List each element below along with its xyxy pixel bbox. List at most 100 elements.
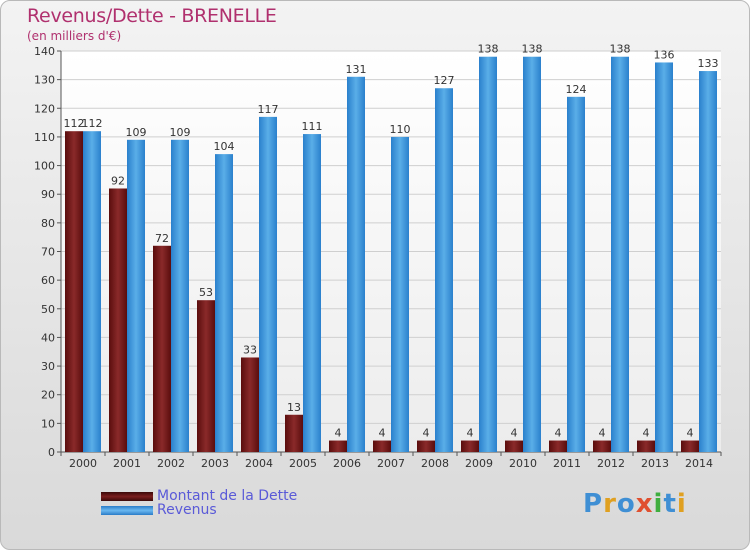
bar-revenus	[435, 88, 453, 452]
bar-revenus	[215, 154, 233, 452]
bar-revenus	[83, 131, 101, 452]
x-tick-label: 2003	[201, 457, 229, 470]
data-label-dette: 13	[287, 401, 301, 414]
data-label-dette: 4	[643, 427, 650, 440]
bar-revenus	[347, 76, 365, 453]
legend-swatch-revenus	[101, 505, 153, 515]
data-label-dette: 4	[555, 427, 562, 440]
bar-revenus	[523, 56, 541, 452]
bar-dette	[549, 440, 567, 452]
data-label-revenus: 112	[82, 117, 103, 130]
bar-revenus	[699, 71, 717, 453]
legend-swatch-dette	[101, 491, 153, 501]
x-tick-label: 2000	[69, 457, 97, 470]
data-label-revenus: 104	[214, 140, 235, 153]
bar-dette	[637, 440, 655, 452]
bar-revenus	[303, 134, 321, 453]
y-tick-label: 10	[41, 417, 55, 430]
y-tick-label: 110	[34, 131, 55, 144]
bar-revenus	[655, 62, 673, 452]
x-tick-label: 2011	[553, 457, 581, 470]
y-tick-label: 140	[34, 45, 55, 58]
data-label-dette: 4	[687, 427, 694, 440]
bar-dette	[373, 440, 391, 452]
x-tick-label: 2007	[377, 457, 405, 470]
bar-dette	[197, 300, 215, 452]
bar-dette	[109, 188, 127, 452]
proxiti-logo: Proxiti	[583, 489, 687, 519]
bar-dette	[285, 414, 303, 452]
bar-revenus	[479, 56, 497, 452]
data-label-revenus: 138	[610, 43, 631, 56]
data-label-revenus: 124	[566, 83, 587, 96]
data-label-revenus: 110	[390, 123, 411, 136]
x-tick-label: 2001	[113, 457, 141, 470]
bar-dette	[241, 357, 259, 452]
y-tick-label: 30	[41, 360, 55, 373]
bar-dette	[505, 440, 523, 452]
bar-dette	[461, 440, 479, 452]
y-tick-label: 40	[41, 331, 55, 344]
bar-revenus	[127, 139, 145, 453]
data-label-dette: 72	[155, 232, 169, 245]
y-tick-label: 80	[41, 217, 55, 230]
data-label-dette: 4	[335, 427, 342, 440]
bar-revenus	[391, 136, 409, 452]
y-tick-label: 120	[34, 102, 55, 115]
data-label-dette: 4	[599, 427, 606, 440]
x-tick-label: 2008	[421, 457, 449, 470]
data-label-dette: 33	[243, 343, 257, 356]
bar-dette	[593, 440, 611, 452]
x-tick-label: 2010	[509, 457, 537, 470]
bar-dette	[681, 440, 699, 452]
data-label-revenus: 109	[170, 126, 191, 139]
bar-dette	[329, 440, 347, 452]
bar-revenus	[259, 116, 277, 452]
x-tick-label: 2014	[685, 457, 713, 470]
x-tick-label: 2002	[157, 457, 185, 470]
data-label-dette: 4	[379, 427, 386, 440]
legend-label-dette: Montant de la Dette	[157, 488, 298, 504]
bar-dette	[65, 131, 83, 452]
bar-revenus	[611, 56, 629, 452]
legend-item-revenus: Revenus	[101, 502, 217, 518]
y-tick-label: 130	[34, 74, 55, 87]
x-tick-label: 2005	[289, 457, 317, 470]
bar-dette	[153, 245, 171, 452]
y-tick-label: 100	[34, 160, 55, 173]
legend-label-revenus: Revenus	[157, 502, 217, 518]
x-tick-label: 2006	[333, 457, 361, 470]
data-label-revenus: 127	[434, 74, 455, 87]
x-tick-label: 2012	[597, 457, 625, 470]
x-tick-label: 2009	[465, 457, 493, 470]
bar-revenus	[567, 96, 585, 452]
bar-dette	[417, 440, 435, 452]
x-tick-label: 2004	[245, 457, 273, 470]
data-label-revenus: 109	[126, 126, 147, 139]
data-label-dette: 4	[467, 427, 474, 440]
data-label-revenus: 136	[654, 48, 675, 61]
data-label-dette: 4	[511, 427, 518, 440]
y-tick-label: 90	[41, 188, 55, 201]
y-tick-label: 60	[41, 274, 55, 287]
data-label-revenus: 138	[522, 43, 543, 56]
bar-revenus	[171, 139, 189, 453]
chart-title: Revenus/Dette - BRENELLE	[27, 5, 277, 27]
data-label-revenus: 138	[478, 43, 499, 56]
data-label-dette: 4	[423, 427, 430, 440]
chart-subtitle: (en milliers d'€)	[27, 29, 122, 43]
data-label-dette: 92	[111, 174, 125, 187]
data-label-dette: 53	[199, 286, 213, 299]
data-label-revenus: 131	[346, 63, 367, 76]
data-label-revenus: 117	[258, 103, 279, 116]
x-tick-label: 2013	[641, 457, 669, 470]
y-tick-label: 70	[41, 246, 55, 259]
data-label-revenus: 111	[302, 120, 323, 133]
legend-item-dette: Montant de la Dette	[101, 488, 297, 504]
y-tick-label: 0	[48, 446, 55, 459]
y-tick-label: 50	[41, 303, 55, 316]
data-label-dette: 112	[64, 117, 85, 130]
y-tick-label: 20	[41, 389, 55, 402]
